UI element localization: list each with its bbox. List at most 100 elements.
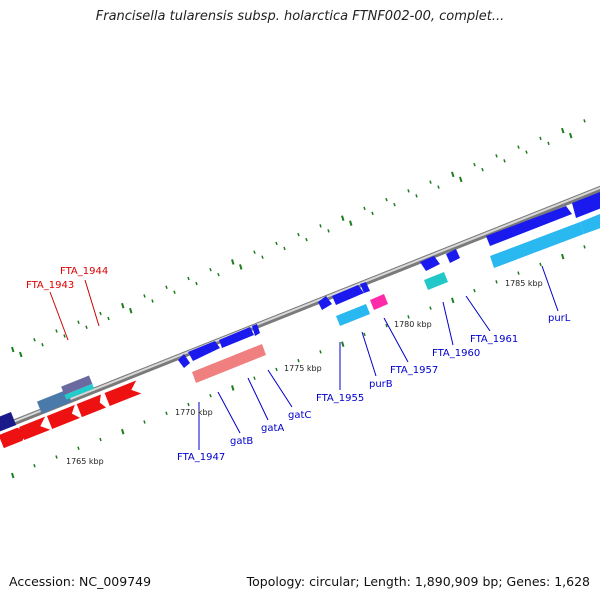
gene-arrow[interactable]	[64, 383, 95, 400]
tick-mark	[517, 271, 520, 275]
kbp-label: 1765 kbp	[66, 457, 104, 466]
reverse-gene-group	[0, 375, 142, 449]
tick-mark	[11, 346, 15, 353]
gene-label-fta1955[interactable]: FTA_1955	[316, 393, 364, 404]
gene-arrow[interactable]	[572, 188, 600, 218]
tick-mark	[231, 385, 235, 391]
tick-mark	[371, 211, 374, 216]
gene-label-gata[interactable]: gatA	[261, 423, 284, 434]
tick-mark	[473, 162, 476, 167]
gene-arrow[interactable]	[490, 222, 584, 268]
gene-arrow[interactable]	[46, 404, 81, 429]
gene-arrow[interactable]	[318, 296, 332, 310]
gene-arrow[interactable]	[188, 341, 220, 361]
gene-arrow[interactable]	[424, 272, 448, 290]
tick-mark	[495, 154, 498, 158]
gene-arrow[interactable]	[252, 324, 260, 336]
tick-mark	[283, 246, 286, 251]
kbp-label: 1780 kbp	[394, 320, 432, 329]
gene-label-fta1961[interactable]: FTA_1961	[470, 334, 518, 345]
gene-arrow[interactable]	[36, 389, 72, 414]
gene-arrow[interactable]	[486, 206, 572, 246]
tick-mark	[547, 141, 550, 146]
tick-mark	[495, 280, 498, 284]
tick-mark	[473, 288, 476, 293]
gene-label-purb[interactable]: purB	[369, 379, 393, 390]
gene-arrow[interactable]	[104, 380, 142, 407]
tick-mark	[407, 315, 410, 319]
gene-arrow[interactable]	[446, 249, 460, 263]
tick-mark	[209, 393, 212, 398]
tick-mark	[319, 350, 322, 354]
gene-arrow[interactable]	[61, 375, 93, 395]
tick-mark	[297, 358, 300, 363]
gene-arrow[interactable]	[420, 256, 440, 271]
gene-arrow[interactable]	[0, 425, 30, 449]
gene-arrow[interactable]	[370, 294, 388, 310]
leader-line	[49, 291, 69, 341]
tick-mark	[217, 272, 220, 277]
gene-label-fta1957[interactable]: FTA_1957	[390, 365, 438, 376]
tick-mark	[561, 253, 565, 260]
tick-mark	[19, 351, 23, 358]
tick-mark	[239, 264, 243, 270]
leader-line	[383, 317, 409, 363]
tick-mark	[481, 167, 484, 172]
tick-mark	[121, 302, 125, 309]
tick-mark	[327, 229, 330, 233]
map-title: Francisella tularensis subsp. holarctica…	[95, 9, 505, 24]
tick-mark	[143, 294, 146, 298]
leader-line	[267, 369, 293, 408]
tick-mark	[437, 185, 440, 189]
tick-mark	[393, 202, 396, 207]
tick-mark	[539, 262, 542, 267]
tick-mark	[33, 464, 36, 468]
tick-mark	[297, 232, 300, 237]
gene-arrow[interactable]	[360, 282, 370, 293]
gene-label-gatc[interactable]: gatC	[288, 410, 311, 421]
tick-mark	[319, 224, 322, 228]
tick-mark	[561, 127, 565, 134]
gene-label-fta1960[interactable]: FTA_1960	[432, 348, 480, 359]
tick-mark	[107, 316, 110, 321]
tick-mark	[11, 472, 15, 479]
gene-arrow[interactable]	[0, 411, 17, 437]
tick-mark	[33, 338, 36, 342]
gene-arrow[interactable]	[219, 327, 254, 348]
gene-label-purl[interactable]: purL	[548, 313, 571, 324]
gene-arrow[interactable]	[580, 210, 600, 234]
gene-label-fta1944[interactable]: FTA_1944	[60, 266, 108, 277]
tick-mark	[55, 455, 58, 459]
tick-mark	[77, 446, 80, 450]
tick-mark	[415, 194, 418, 198]
tick-mark	[165, 411, 168, 415]
gene-arrow[interactable]	[76, 394, 107, 418]
tick-mark	[583, 119, 586, 123]
tick-mark	[363, 332, 366, 337]
gene-label-gatb[interactable]: gatB	[230, 436, 253, 447]
tick-mark	[525, 150, 528, 154]
gene-label-fta1947[interactable]: FTA_1947	[177, 452, 225, 463]
tick-mark	[363, 206, 366, 211]
tick-mark	[77, 320, 80, 324]
tick-mark	[451, 297, 455, 304]
tick-mark	[583, 245, 586, 249]
leader-line	[84, 279, 100, 327]
leader-line	[217, 391, 241, 434]
gene-arrow[interactable]	[192, 344, 266, 383]
forward-gene-group-purl	[486, 188, 600, 268]
tick-mark	[231, 259, 235, 265]
tick-mark	[275, 367, 278, 372]
tick-mark	[165, 285, 168, 289]
tick-mark	[451, 171, 455, 178]
gene-arrow[interactable]	[19, 416, 51, 441]
gene-arrow[interactable]	[332, 285, 364, 305]
leader-line	[247, 377, 269, 421]
tick-mark	[459, 176, 463, 183]
gene-arrow[interactable]	[178, 354, 190, 368]
gene-arrow[interactable]	[336, 304, 370, 326]
forward-gene-group-1960	[420, 249, 460, 290]
tick-mark	[385, 323, 388, 328]
gene-label-fta1943[interactable]: FTA_1943	[26, 280, 74, 291]
